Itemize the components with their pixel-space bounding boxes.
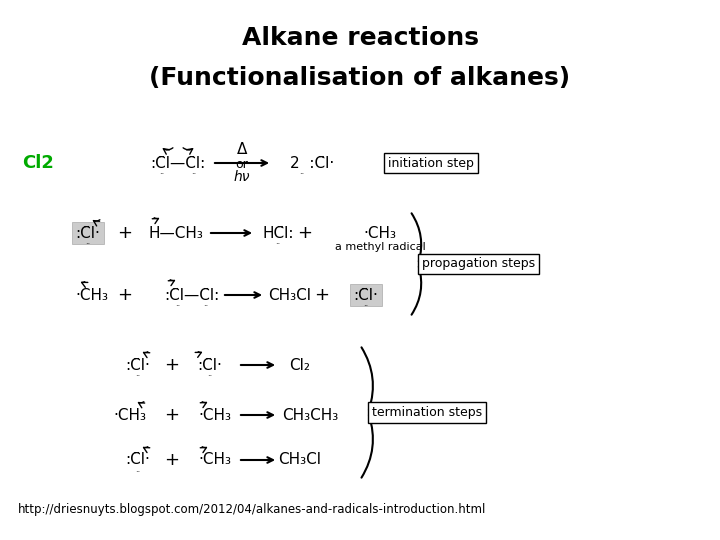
Text: +: + [164, 451, 179, 469]
Text: ..: .. [364, 300, 369, 308]
Text: initiation step: initiation step [388, 157, 474, 170]
Text: :C̈l—C̈l:: :C̈l—C̈l: [164, 287, 220, 302]
Text: hν: hν [234, 170, 251, 184]
Text: propagation steps: propagation steps [422, 258, 535, 271]
Text: :C̈l·: :C̈l· [125, 453, 150, 468]
Text: or: or [235, 158, 248, 171]
Text: 2  :C̈l·: 2 :C̈l· [290, 156, 334, 171]
Text: ..: .. [135, 464, 140, 474]
Text: a methyl radical: a methyl radical [335, 242, 426, 252]
Text: Cl2: Cl2 [22, 154, 54, 172]
Text: +: + [297, 224, 312, 242]
Text: +: + [315, 286, 330, 304]
Text: ·CH₃: ·CH₃ [364, 226, 397, 240]
Text: +: + [117, 224, 132, 242]
Text: +: + [117, 286, 132, 304]
Text: ·CH₃: ·CH₃ [114, 408, 146, 422]
Text: ..: .. [203, 300, 209, 308]
Text: +: + [164, 356, 179, 374]
Text: ..: .. [207, 369, 212, 379]
Text: Alkane reactions: Alkane reactions [241, 26, 479, 50]
Text: Δ: Δ [237, 141, 247, 157]
Text: ..: .. [86, 238, 91, 246]
Text: ..: .. [275, 238, 281, 246]
Text: ·CH₃: ·CH₃ [75, 287, 108, 302]
Text: http://driesnuyts.blogspot.com/2012/04/alkanes-and-radicals-introduction.html: http://driesnuyts.blogspot.com/2012/04/a… [18, 503, 487, 516]
Text: ..: .. [300, 167, 305, 177]
Text: termination steps: termination steps [372, 406, 482, 419]
Text: ..: .. [135, 369, 140, 379]
Text: ..: .. [192, 167, 197, 177]
Text: :C̈l·: :C̈l· [197, 357, 222, 373]
Text: HC̈l:: HC̈l: [262, 226, 294, 240]
Text: CH₃Cl: CH₃Cl [279, 453, 322, 468]
Text: :C̈l—C̈l:: :C̈l—C̈l: [150, 156, 206, 171]
Text: CH₃CH₃: CH₃CH₃ [282, 408, 338, 422]
Text: ..: .. [159, 167, 165, 177]
Text: (Functionalisation of alkanes): (Functionalisation of alkanes) [150, 66, 570, 90]
Text: +: + [164, 406, 179, 424]
Text: Cl₂: Cl₂ [289, 357, 310, 373]
Text: ·CH₃: ·CH₃ [199, 408, 232, 422]
Text: CH₃Cl: CH₃Cl [269, 287, 312, 302]
Text: :C̈l·: :C̈l· [125, 357, 150, 373]
Text: H—CH₃: H—CH₃ [148, 226, 204, 240]
Text: ·CH₃: ·CH₃ [199, 453, 232, 468]
Text: :C̈l·: :C̈l· [76, 226, 100, 240]
Text: ..: .. [176, 300, 181, 308]
Text: :C̈l·: :C̈l· [354, 287, 379, 302]
